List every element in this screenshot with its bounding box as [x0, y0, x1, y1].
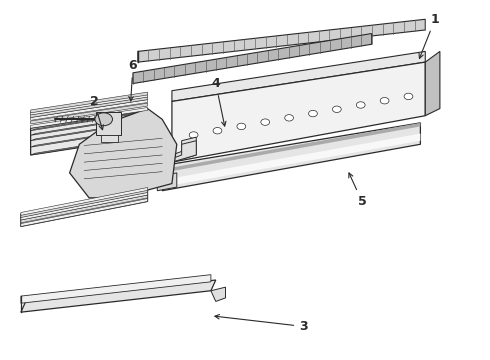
Polygon shape [21, 190, 147, 217]
Text: 6: 6 [129, 59, 137, 101]
Polygon shape [30, 94, 147, 115]
Polygon shape [30, 111, 147, 131]
Text: 5: 5 [349, 173, 367, 208]
Polygon shape [30, 108, 147, 128]
Polygon shape [172, 137, 196, 162]
Polygon shape [157, 173, 177, 191]
Polygon shape [30, 97, 147, 117]
Polygon shape [162, 123, 420, 191]
Polygon shape [172, 141, 196, 162]
Polygon shape [21, 192, 147, 220]
Circle shape [332, 106, 341, 112]
Text: 3: 3 [215, 315, 308, 333]
Polygon shape [162, 134, 420, 187]
Circle shape [237, 123, 245, 130]
Polygon shape [30, 121, 147, 141]
Polygon shape [425, 51, 440, 116]
Circle shape [261, 119, 270, 125]
Polygon shape [133, 33, 372, 84]
Polygon shape [21, 199, 147, 226]
Circle shape [285, 114, 294, 121]
Circle shape [404, 93, 413, 100]
Polygon shape [172, 62, 425, 162]
Circle shape [380, 98, 389, 104]
Circle shape [356, 102, 365, 108]
Polygon shape [30, 116, 147, 135]
Circle shape [213, 127, 222, 134]
Circle shape [189, 132, 198, 138]
Polygon shape [162, 123, 420, 173]
Polygon shape [21, 195, 147, 223]
Polygon shape [30, 127, 147, 147]
Polygon shape [21, 189, 147, 226]
Polygon shape [21, 188, 147, 215]
Polygon shape [138, 19, 425, 62]
Polygon shape [211, 287, 225, 301]
Circle shape [95, 113, 113, 126]
Polygon shape [30, 103, 147, 124]
Text: 2: 2 [90, 95, 103, 130]
Polygon shape [172, 51, 425, 102]
Polygon shape [30, 135, 147, 155]
Polygon shape [21, 275, 211, 303]
Polygon shape [97, 112, 121, 135]
Polygon shape [21, 280, 216, 312]
Text: 1: 1 [419, 13, 440, 58]
Polygon shape [30, 100, 147, 120]
Text: 4: 4 [211, 77, 226, 126]
Polygon shape [30, 92, 147, 113]
Polygon shape [101, 135, 118, 143]
Polygon shape [70, 109, 177, 198]
Circle shape [309, 111, 318, 117]
Polygon shape [30, 111, 147, 155]
